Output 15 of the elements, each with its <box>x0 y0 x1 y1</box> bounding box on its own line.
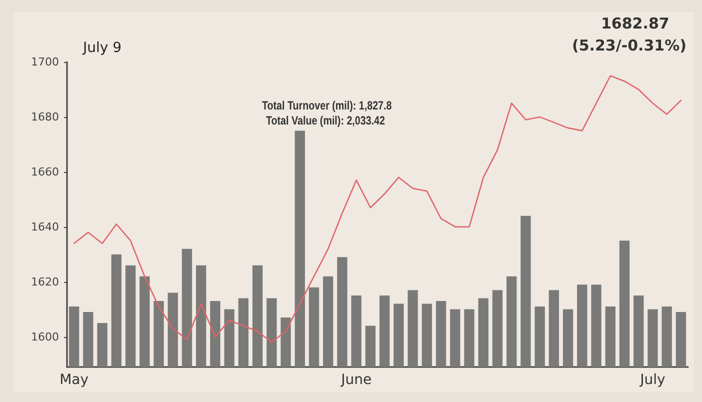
annotation: Total Turnover (mil): 1,827.8 <box>262 99 392 113</box>
y-tick-label: 1700 <box>31 56 59 68</box>
y-tick-label: 1680 <box>31 110 59 124</box>
x-tick-label: July <box>639 372 666 388</box>
chart-title: July 9 <box>82 40 122 56</box>
y-tick-label: 1620 <box>31 275 59 288</box>
y-tick-label: 1600 <box>31 330 59 344</box>
x-tick-label: May <box>60 372 89 388</box>
x-tick-label: June <box>340 372 372 388</box>
annotation: Total Value (mil): 2,033.42 <box>266 114 385 128</box>
text: 1682.87 <box>601 14 670 32</box>
text: (5.23/-0.31%) <box>572 36 686 54</box>
line-series <box>73 75 682 343</box>
y-tick-label: 1660 <box>31 165 59 178</box>
y-tick-label: 1640 <box>31 220 59 234</box>
